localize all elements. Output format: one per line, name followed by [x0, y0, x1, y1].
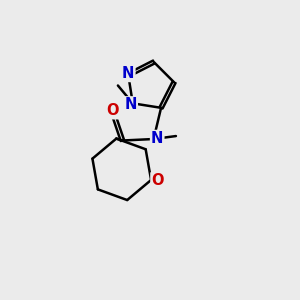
Text: N: N — [151, 131, 164, 146]
Text: O: O — [152, 173, 164, 188]
Text: N: N — [122, 66, 134, 81]
Text: N: N — [124, 97, 137, 112]
Text: O: O — [106, 103, 119, 118]
